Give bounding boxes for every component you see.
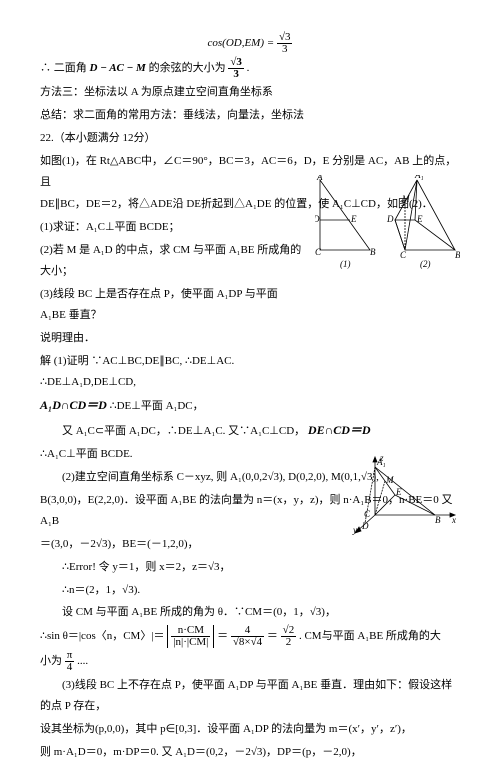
svg-text:C: C bbox=[364, 509, 371, 519]
therefore-line: ∴ 二面角 D − AC − M 的余弦的大小为 √3 3 . bbox=[40, 57, 460, 80]
fig1-label: (1) bbox=[340, 259, 351, 269]
frac2: 4 √8×√4 bbox=[231, 625, 264, 648]
svg-text:B: B bbox=[435, 515, 441, 525]
part1: (1)求证：A₁C⊥平面 BCDE； bbox=[40, 217, 305, 238]
document-body: cos(OD,EM) = √3 3 ∴ 二面角 D − AC − M 的余弦的大… bbox=[40, 32, 460, 763]
svg-text:D: D bbox=[315, 214, 320, 224]
part3sol-2: 设其坐标为(p,0,0)，其中 p∈[0,3]．设平面 A₁DP 的法向量为 m… bbox=[40, 719, 460, 740]
svg-text:M: M bbox=[385, 475, 394, 485]
xiaowei: 小为 π 4 .... bbox=[40, 650, 460, 673]
summary: 总结：求二面角的常用方法：垂线法，向量法，坐标法 bbox=[40, 105, 460, 126]
part3-2: 说明理由． bbox=[40, 328, 305, 349]
part3sol-3: 则 m·A₁D＝0，m·DP＝0. 又 A₁D＝(0,2，－2√3)，DP＝(p… bbox=[40, 742, 460, 763]
part3-1: (3)线段 BC 上是否存在点 P，使平面 A₁DP 与平面 A₁BE 垂直？ bbox=[40, 284, 305, 326]
sol1: 解 (1)证明 ∵AC⊥BC,DE∥BC, ∴DE⊥AC. ∴DE⊥A₁D,DE… bbox=[40, 351, 305, 393]
svg-text:A₁: A₁ bbox=[414, 175, 424, 180]
svg-text:B: B bbox=[455, 250, 460, 260]
abs1: n·CM |n|·|CM| bbox=[167, 625, 214, 648]
part2: (2)若 M 是 A₁D 的中点，求 CM 与平面 A₁BE 所成角的大小； bbox=[40, 240, 305, 282]
result-frac: √3 3 bbox=[228, 57, 244, 80]
triangle-diagrams: A C B D E A₁ D E C B M (1) (2) bbox=[315, 175, 460, 270]
svg-text:y: y bbox=[352, 525, 357, 535]
svg-text:C: C bbox=[400, 250, 407, 260]
line-cm: 设 CM 与平面 A₁BE 所成的角为 θ．∵CM＝(0，1，√3)， bbox=[40, 602, 340, 623]
fig2-label: (2) bbox=[420, 259, 431, 269]
svg-text:E: E bbox=[395, 487, 402, 497]
figure-coord: A₁ C E D B M x z y bbox=[350, 455, 460, 535]
svg-text:x: x bbox=[451, 515, 456, 525]
sol2: 又 A₁C⊂平面 A₁DC，∴DE⊥A₁C. 又∵A₁C⊥CD， DE∩CD＝D bbox=[40, 419, 460, 442]
coord-diagram: A₁ C E D B M x z y bbox=[350, 455, 460, 535]
sin-line: ∴sin θ＝|cos〈n，CM〉|＝ n·CM |n|·|CM| ＝ 4 √8… bbox=[40, 625, 460, 648]
sol1b: A₁D∩CD＝D ∴DE⊥平面 A₁DC， bbox=[40, 394, 460, 417]
svg-text:E: E bbox=[416, 214, 423, 224]
eq1-left: cos(OD,EM) = bbox=[208, 37, 275, 49]
pi-frac: π 4 bbox=[65, 650, 75, 673]
svg-text:D: D bbox=[361, 521, 369, 531]
svg-text:D: D bbox=[386, 214, 394, 224]
bold-de-cd: DE∩CD＝D bbox=[308, 423, 371, 437]
svg-text:C: C bbox=[315, 247, 322, 257]
line-err: ∴Error! 令 y＝1，则 x＝2，z＝√3， bbox=[40, 557, 340, 578]
svg-text:E: E bbox=[350, 214, 357, 224]
eq-line-1: cos(OD,EM) = √3 3 bbox=[40, 32, 460, 55]
svg-text:B: B bbox=[370, 247, 376, 257]
frac3: √2 2 bbox=[281, 625, 297, 648]
line-n: ∴n＝(2，1，√3). bbox=[40, 580, 340, 601]
q22-1: 22.（本小题满分 12分） bbox=[40, 128, 460, 149]
svg-text:z: z bbox=[379, 455, 384, 463]
part3sol-1: (3)线段 BC 上不存在点 P，使平面 A₁DP 与平面 A₁BE 垂直．理由… bbox=[40, 675, 460, 717]
eq1-frac: √3 3 bbox=[277, 32, 293, 55]
figure-1-and-2: A C B D E A₁ D E C B M (1) (2) bbox=[315, 175, 460, 270]
svg-text:M: M bbox=[401, 194, 410, 204]
line-c: ＝(3,0，－2√3)，BE＝(－1,2,0)， bbox=[40, 534, 340, 555]
svg-text:A: A bbox=[316, 175, 323, 182]
bold-d-ac-m: D − AC − M bbox=[90, 62, 149, 74]
method3: 方法三：坐标法以 A 为原点建立空间直角坐标系 bbox=[40, 82, 460, 103]
